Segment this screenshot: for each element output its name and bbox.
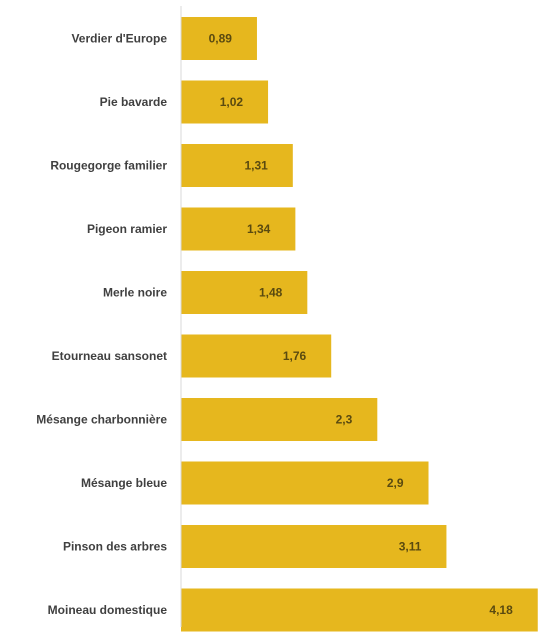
bar bbox=[181, 334, 332, 378]
value-label: 0,89 bbox=[209, 32, 233, 46]
bar bbox=[181, 17, 257, 60]
value-label: 2,9 bbox=[387, 476, 404, 490]
value-label: 4,18 bbox=[489, 603, 513, 617]
bar bbox=[181, 207, 296, 251]
bar bbox=[181, 398, 378, 441]
value-label: 1,76 bbox=[283, 349, 307, 363]
bar bbox=[181, 80, 269, 124]
category-label: Merle noire bbox=[103, 286, 167, 300]
category-label: Pinson des arbres bbox=[63, 540, 167, 554]
value-label: 1,31 bbox=[244, 159, 268, 173]
bar bbox=[181, 588, 538, 632]
category-label: Mésange charbonnière bbox=[36, 413, 167, 427]
bar bbox=[181, 271, 308, 314]
value-labels-group: 0,89 1,02 1,31 1,34 1,48 1,76 2,3 2,9 3,11 4,18 bbox=[209, 32, 513, 618]
value-label: 2,3 bbox=[336, 413, 353, 427]
bar bbox=[181, 461, 429, 505]
category-labels-group: Verdier d'Europe Pie bavarde Rougegorge fa… bbox=[36, 32, 167, 618]
bars-group bbox=[181, 17, 538, 632]
value-label: 1,48 bbox=[259, 286, 283, 300]
category-label: Pigeon ramier bbox=[87, 222, 167, 236]
category-label: Pie bavarde bbox=[100, 95, 168, 109]
category-label: Mésange bleue bbox=[81, 476, 167, 490]
category-label: Verdier d'Europe bbox=[71, 32, 167, 46]
category-label: Etourneau sansonet bbox=[52, 349, 167, 363]
bar bbox=[181, 144, 293, 187]
bar bbox=[181, 525, 447, 568]
value-label: 3,11 bbox=[399, 540, 422, 554]
category-label: Rougegorge familier bbox=[50, 159, 167, 173]
category-label: Moineau domestique bbox=[48, 603, 168, 617]
value-label: 1,34 bbox=[247, 222, 271, 236]
value-label: 1,02 bbox=[220, 95, 244, 109]
